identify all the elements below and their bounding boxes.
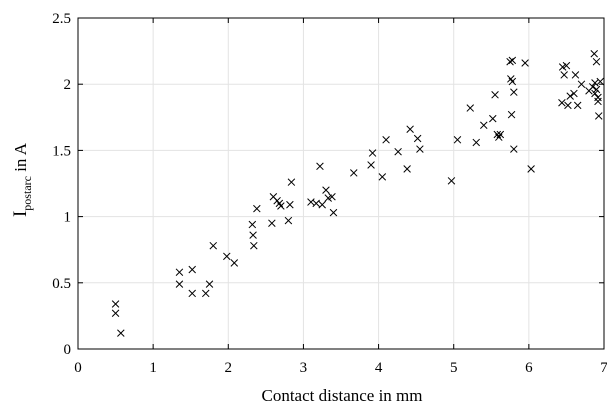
y-tick-label: 1 <box>64 210 72 226</box>
data-point <box>230 259 239 267</box>
data-point <box>508 77 517 86</box>
data-point <box>188 289 196 298</box>
y-tick-label: 0.5 <box>52 276 71 292</box>
data-point <box>594 97 602 106</box>
data-point <box>403 165 411 173</box>
data-point <box>367 161 375 169</box>
data-point <box>510 145 518 153</box>
data-point <box>413 134 422 143</box>
x-tick-label: 1 <box>149 360 157 376</box>
data-point <box>573 101 582 110</box>
data-point <box>592 57 601 66</box>
data-point <box>480 121 488 129</box>
data-point <box>560 71 568 79</box>
data-point <box>286 200 294 209</box>
data-point <box>209 241 218 250</box>
y-axis-label-suffix: in A <box>11 142 30 176</box>
data-point <box>394 147 402 156</box>
data-point <box>416 145 424 153</box>
data-point <box>328 192 336 201</box>
data-point <box>205 280 214 288</box>
data-points <box>111 49 604 337</box>
y-tick-label: 2 <box>64 77 72 93</box>
data-point <box>250 241 258 250</box>
y-tick-label: 2.5 <box>52 11 71 27</box>
data-point <box>175 280 184 288</box>
y-tick-label: 1.5 <box>52 143 71 159</box>
data-point <box>506 57 514 66</box>
x-tick-label: 3 <box>300 360 308 376</box>
data-point <box>223 252 231 261</box>
data-point <box>329 208 338 217</box>
x-tick-label: 4 <box>375 360 383 376</box>
data-point <box>489 114 497 123</box>
data-point <box>507 110 516 119</box>
data-point <box>277 202 285 210</box>
data-point <box>287 178 296 186</box>
data-point <box>558 98 566 107</box>
y-axis-label-main: I <box>10 211 31 217</box>
data-point <box>201 289 210 298</box>
y-axis-label: Ipostarc in A <box>10 142 34 217</box>
grid-lines <box>78 18 604 349</box>
axes-box <box>77 17 605 350</box>
data-point <box>406 125 414 133</box>
data-point <box>188 265 196 274</box>
x-axis-ticks: 0 1 2 3 4 5 6 7 <box>74 18 607 376</box>
data-point <box>350 169 358 177</box>
data-point <box>368 149 377 157</box>
data-point <box>491 91 499 99</box>
data-point <box>111 300 120 308</box>
y-axis-label-subscript: postarc <box>20 176 34 211</box>
data-point <box>284 216 293 225</box>
data-point <box>594 93 602 102</box>
data-point <box>378 173 387 181</box>
data-point <box>592 85 601 94</box>
y-tick-label: 0 <box>64 342 72 358</box>
data-point <box>591 89 599 98</box>
data-point <box>562 61 571 70</box>
data-point <box>570 89 578 98</box>
data-point <box>594 112 603 120</box>
data-point <box>382 136 390 144</box>
data-point <box>521 59 529 67</box>
x-tick-label: 5 <box>450 360 458 376</box>
data-point <box>111 309 120 318</box>
data-point <box>253 204 261 213</box>
data-point <box>564 101 572 110</box>
data-point <box>447 177 456 185</box>
data-point <box>248 220 257 229</box>
x-tick-label: 2 <box>225 360 233 376</box>
x-axis-label: Contact distance in mm <box>262 386 423 405</box>
data-point <box>175 268 184 276</box>
data-point <box>322 186 330 194</box>
data-point <box>117 329 125 337</box>
data-point <box>312 199 320 208</box>
data-point <box>268 219 276 227</box>
data-point <box>453 136 462 144</box>
data-point <box>318 200 326 209</box>
data-point <box>249 231 257 239</box>
data-point <box>590 49 598 58</box>
data-point <box>510 88 518 96</box>
x-tick-label: 6 <box>525 360 533 376</box>
data-point <box>316 162 324 171</box>
y-axis-ticks: 0 0.5 1 1.5 2 2.5 <box>52 11 604 358</box>
data-point <box>571 71 580 79</box>
data-point <box>588 83 597 91</box>
data-point <box>472 138 481 147</box>
data-point <box>508 56 517 65</box>
data-point <box>566 92 574 100</box>
plot-frame <box>77 17 605 350</box>
data-point <box>527 165 535 173</box>
x-tick-label: 7 <box>600 360 607 376</box>
x-tick-label: 0 <box>74 360 82 376</box>
data-point <box>466 104 474 112</box>
data-point <box>496 130 505 139</box>
data-point <box>577 80 586 88</box>
data-point <box>307 198 315 206</box>
